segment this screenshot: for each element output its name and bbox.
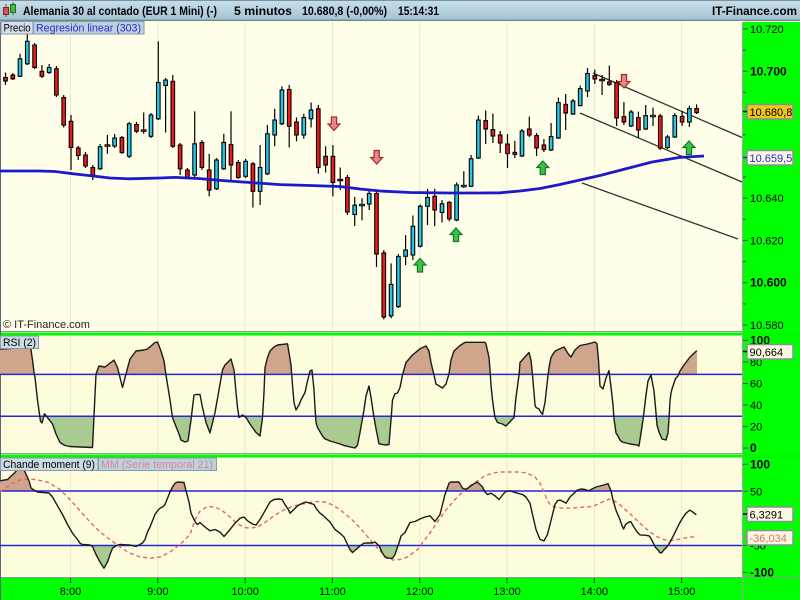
svg-text:15:00: 15:00: [668, 586, 696, 598]
svg-text:14:00: 14:00: [581, 586, 609, 598]
svg-text:MM (Serie temporal 21): MM (Serie temporal 21): [101, 459, 213, 471]
svg-text:5 minutos: 5 minutos: [234, 4, 292, 18]
svg-text:9:00: 9:00: [147, 586, 168, 598]
svg-text:© IT-Finance.com: © IT-Finance.com: [3, 319, 90, 331]
svg-text:10.680,8: 10.680,8: [750, 107, 793, 119]
svg-text:12:00: 12:00: [406, 586, 434, 598]
svg-text:10.659,5: 10.659,5: [750, 153, 793, 165]
svg-text:10.580: 10.580: [750, 320, 784, 332]
svg-text:-100: -100: [750, 566, 774, 580]
svg-text:80: 80: [750, 357, 762, 369]
svg-text:0: 0: [750, 441, 757, 455]
svg-text:6,3291: 6,3291: [750, 510, 784, 522]
svg-text:10:00: 10:00: [231, 586, 259, 598]
svg-text:100: 100: [750, 457, 770, 471]
svg-text:Alemania 30 al contado (EUR 1: Alemania 30 al contado (EUR 1 Mini) (-): [23, 4, 217, 18]
svg-text:10.700: 10.700: [750, 64, 787, 78]
svg-text:IT-Finance.com: IT-Finance.com: [712, 4, 797, 18]
svg-text:Precio: Precio: [4, 23, 31, 35]
svg-text:-36,034: -36,034: [750, 533, 787, 545]
svg-text:10.600: 10.600: [750, 276, 787, 290]
svg-text:Regresión linear (303): Regresión linear (303): [36, 23, 141, 35]
svg-text:10.620: 10.620: [750, 235, 784, 247]
svg-text:40: 40: [750, 400, 762, 412]
svg-text:13:00: 13:00: [493, 586, 521, 598]
svg-text:RSI (2): RSI (2): [3, 337, 36, 349]
svg-text:50: 50: [750, 486, 762, 498]
svg-text:8:00: 8:00: [60, 586, 81, 598]
svg-text:Chande moment (9): Chande moment (9): [3, 459, 95, 471]
svg-text:11:00: 11:00: [319, 586, 346, 598]
svg-text:10.640: 10.640: [750, 193, 784, 205]
svg-text:20: 20: [750, 421, 762, 433]
svg-text:90,664: 90,664: [750, 347, 784, 359]
svg-text:10.680,8 (-0,00%): 10.680,8 (-0,00%): [302, 4, 387, 18]
svg-text:60: 60: [750, 378, 762, 390]
svg-text:10.720: 10.720: [750, 24, 784, 36]
svg-text:15:14:31: 15:14:31: [398, 4, 439, 18]
